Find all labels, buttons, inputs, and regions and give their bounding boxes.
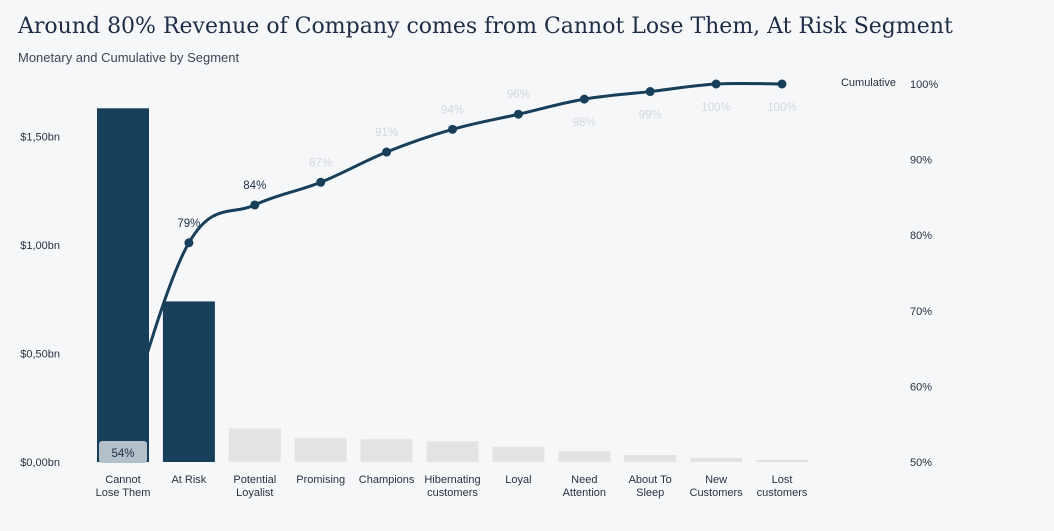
bar (426, 441, 479, 462)
bar (690, 457, 743, 462)
data-label: 96% (507, 89, 530, 101)
data-label: 87% (309, 157, 332, 169)
data-label: 54% (111, 448, 134, 460)
legend-cumulative-label: Cumulative (841, 77, 896, 89)
bar (97, 108, 149, 462)
category-label: Champions (359, 474, 415, 486)
data-label: 94% (441, 104, 464, 116)
bar (492, 446, 545, 462)
cumulative-point (777, 79, 787, 89)
category-label: New Customers (690, 474, 744, 499)
bar (558, 451, 611, 462)
right-axis-tick-label: 80% (910, 230, 932, 242)
cumulative-point (250, 200, 260, 210)
bar (624, 455, 677, 462)
category-label: About To Sleep (629, 474, 672, 499)
data-label: 79% (177, 218, 200, 230)
left-axis-tick-label: $1,00bn (20, 240, 60, 252)
category-label: Hibernating customers (424, 474, 480, 499)
left-axis-tick-label: $1,50bn (20, 132, 60, 144)
bar (360, 439, 413, 462)
data-label-box (99, 441, 147, 463)
bar (756, 459, 808, 462)
data-label: 100% (767, 102, 796, 114)
right-axis-tick-label: 90% (910, 155, 932, 167)
cumulative-point (448, 124, 457, 134)
bar (228, 428, 281, 462)
category-label: Cannot Lose Them (96, 474, 151, 499)
cumulative-point (645, 87, 655, 97)
category-label: Potential Loyalist (233, 474, 276, 499)
data-label: 99% (639, 110, 662, 122)
cumulative-point (382, 147, 392, 157)
cumulative-point (579, 94, 589, 104)
right-axis-tick-label: 70% (910, 306, 932, 318)
chart-title: Around 80% Revenue of Company comes from… (18, 14, 953, 39)
data-label: 100% (701, 102, 730, 114)
cumulative-point (184, 238, 194, 248)
data-label: 84% (243, 180, 266, 192)
category-label: Need Attention (563, 474, 606, 499)
left-axis-tick-label: $0,50bn (20, 349, 60, 361)
right-axis-tick-label: 60% (910, 381, 932, 393)
data-label: 91% (375, 127, 398, 139)
category-label: At Risk (171, 474, 206, 486)
category-label: Promising (296, 474, 345, 486)
right-axis-tick-label: 50% (910, 457, 932, 469)
cumulative-point (513, 109, 523, 119)
bar (294, 438, 347, 462)
data-label: 98% (573, 117, 596, 129)
cumulative-point (711, 79, 721, 89)
category-label: Loyal (505, 474, 531, 486)
bar (162, 301, 215, 462)
category-label: Lost customers (757, 474, 808, 499)
cumulative-line (121, 81, 783, 433)
cumulative-point (316, 177, 326, 187)
left-axis-tick-label: $0,00bn (20, 457, 60, 469)
right-axis-tick-label: 100% (910, 79, 938, 91)
chart-subtitle: Monetary and Cumulative by Segment (18, 50, 240, 65)
